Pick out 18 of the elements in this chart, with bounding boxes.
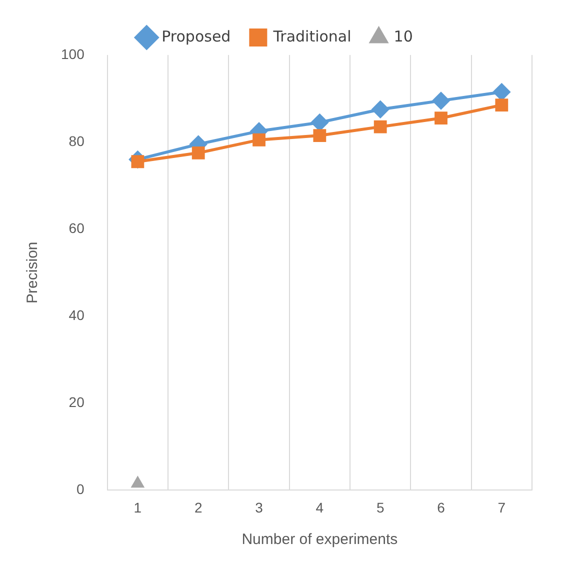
y-axis-title: Precision	[24, 242, 42, 304]
x-tick-label: 2	[194, 499, 202, 516]
y-tick-label: 40	[68, 306, 85, 323]
y-tick-label: 20	[68, 394, 85, 410]
x-tick-label: 5	[376, 499, 384, 516]
x-axis-title: Number of experiments	[242, 531, 398, 548]
y-tick-label: 0	[76, 481, 85, 498]
legend-label: Traditional	[272, 27, 352, 46]
y-tick-label: 60	[68, 220, 85, 236]
y-tick-label: 100	[61, 46, 85, 62]
x-tick-label: 6	[437, 499, 446, 516]
legend-label: 10	[394, 27, 413, 46]
x-tick-label: 4	[316, 499, 324, 516]
x-tick-label: 7	[498, 499, 506, 516]
x-tick-label: 1	[134, 499, 142, 516]
y-tick-label: 80	[68, 132, 85, 149]
legend-label: Proposed	[162, 27, 231, 46]
x-tick-label: 3	[255, 499, 264, 516]
